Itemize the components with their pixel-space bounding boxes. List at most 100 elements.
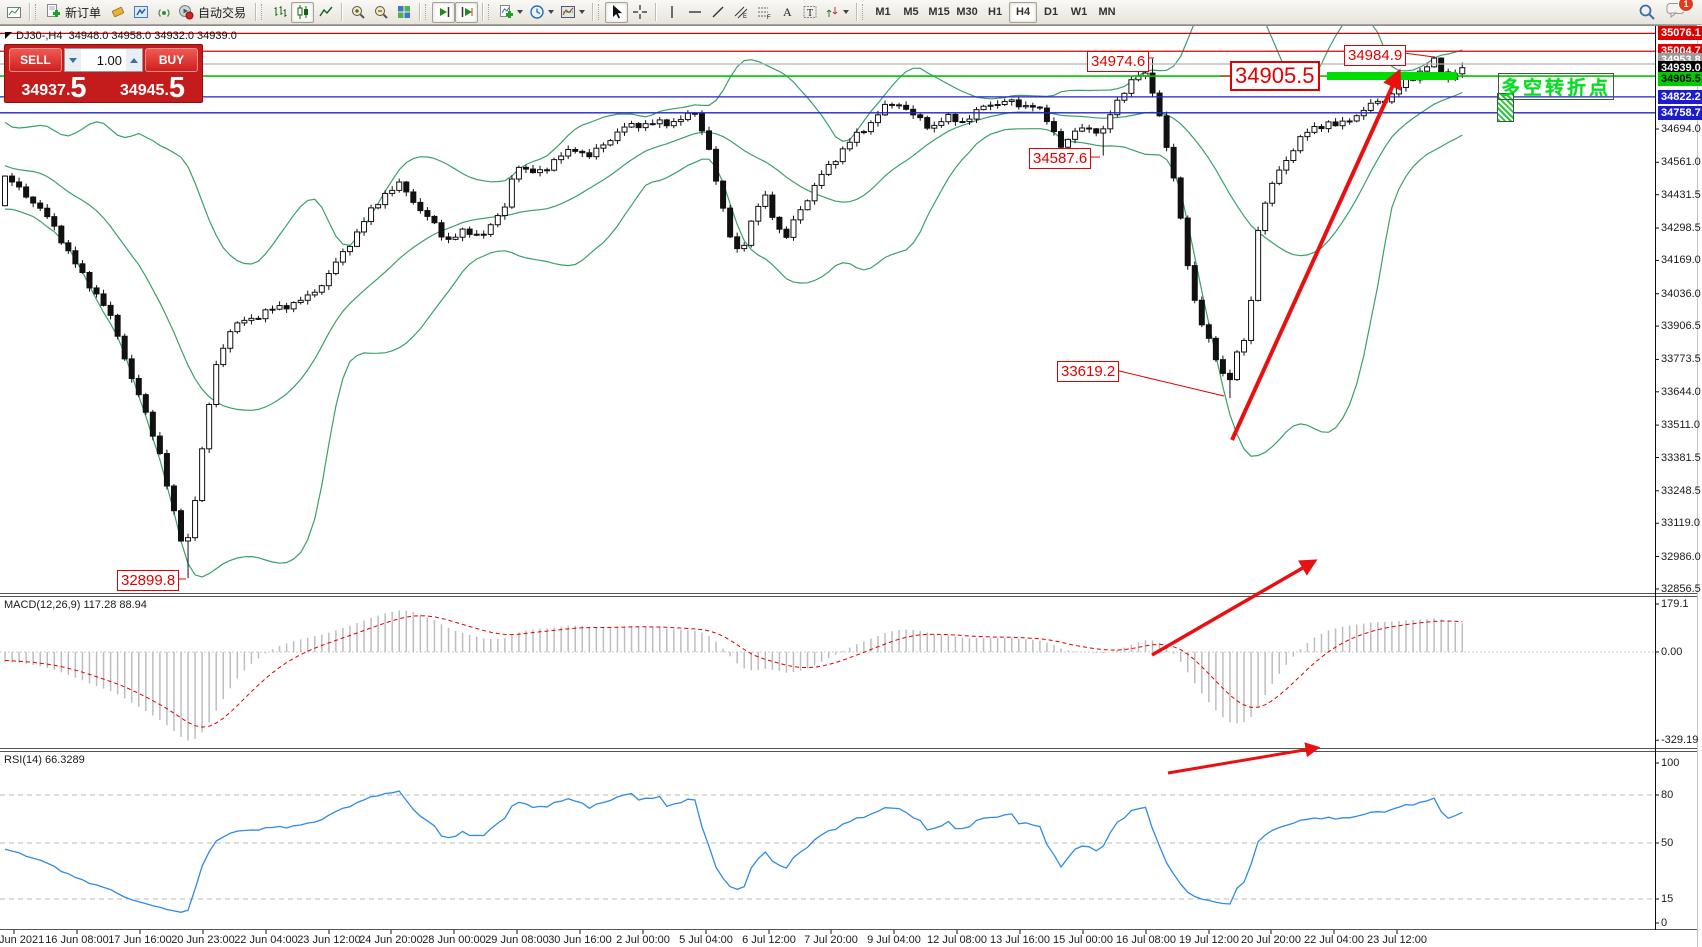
time-axis-label[interactable]: 9 Jul 04:00 xyxy=(867,934,921,946)
macd-axis-tick: 0.00 xyxy=(1661,646,1683,658)
time-axis-label[interactable]: 2 Jul 00:00 xyxy=(616,934,670,946)
time-axis-label[interactable]: 20 Jul 20:00 xyxy=(1241,934,1301,946)
price-axis-tick[interactable]: 33644.0 xyxy=(1661,385,1701,398)
price-badge: 35076.1 xyxy=(1658,26,1702,41)
time-axis-label[interactable]: 17 Jun 16:00 xyxy=(108,934,172,946)
time-axis-label[interactable]: 6 Jul 12:00 xyxy=(742,934,796,946)
text-label-tool-button[interactable]: T xyxy=(798,2,821,23)
time-axis-label[interactable]: 28 Jun 00:00 xyxy=(422,934,486,946)
zoom-in-button[interactable] xyxy=(346,2,369,23)
line-chart-mode-button[interactable] xyxy=(314,2,337,23)
price-axis-tick[interactable]: 33511.0 xyxy=(1661,419,1700,432)
crosshair-tool-button[interactable] xyxy=(628,2,651,23)
periods-button[interactable] xyxy=(526,2,557,23)
price-axis-tick[interactable]: 33119.0 xyxy=(1661,517,1700,530)
time-axis-label[interactable]: 30 Jun 16:00 xyxy=(548,934,612,946)
bar-chart-icon xyxy=(274,6,287,17)
timeframe-M1[interactable]: M1 xyxy=(875,6,891,18)
fibonacci-tool-button[interactable]: F xyxy=(752,2,775,23)
time-axis-label[interactable]: 15 Jul 00:00 xyxy=(1053,934,1113,946)
timeframe-MN[interactable]: MN xyxy=(1098,6,1116,18)
market-watch-button[interactable] xyxy=(129,2,152,23)
auto-scroll-button[interactable] xyxy=(432,1,456,23)
price-axis-tick[interactable]: 33381.5 xyxy=(1661,451,1701,464)
time-axis-label[interactable]: 7 Jul 20:00 xyxy=(804,934,858,946)
indicators-button[interactable] xyxy=(495,2,526,23)
text-tool-button[interactable]: A xyxy=(775,2,798,23)
signal-button[interactable] xyxy=(152,2,175,23)
svg-text:E: E xyxy=(743,14,747,20)
time-axis-label[interactable]: 16 Jul 08:00 xyxy=(1116,934,1176,946)
zoom-out-button[interactable] xyxy=(369,2,392,23)
price-axis-tick[interactable]: 33773.5 xyxy=(1661,353,1701,366)
price-axis-tick[interactable]: 34298.5 xyxy=(1661,221,1701,234)
trendline-tool-button[interactable] xyxy=(706,2,729,23)
bar-chart-mode-button[interactable] xyxy=(268,2,291,23)
templates-button[interactable] xyxy=(557,2,588,23)
time-axis-label[interactable]: 12 Jul 08:00 xyxy=(927,934,987,946)
price-axis-tick[interactable]: 34561.0 xyxy=(1661,156,1701,169)
time-axis-label[interactable]: 13 Jul 16:00 xyxy=(990,934,1050,946)
eraser-button[interactable] xyxy=(106,2,129,23)
candlestick-mode-button[interactable] xyxy=(291,1,315,23)
price-axis-tick[interactable]: 34694.0 xyxy=(1661,123,1701,135)
time-axis-label[interactable]: 16 Jun 08:00 xyxy=(45,934,109,946)
cursor-tool-button[interactable] xyxy=(605,1,629,23)
time-axis-label[interactable]: 23 Jun 12:00 xyxy=(297,934,361,946)
price-axis-tick[interactable]: 32986.0 xyxy=(1661,550,1701,563)
arrows-tool-button[interactable] xyxy=(821,2,852,23)
time-axis-label[interactable]: 20 Jun 23:00 xyxy=(171,934,235,946)
vertical-line-tool-button[interactable] xyxy=(660,2,683,23)
timeframe-D1[interactable]: D1 xyxy=(1044,6,1059,18)
crosshair-icon xyxy=(632,5,647,19)
price-axis-tick[interactable]: 33248.5 xyxy=(1661,484,1701,497)
chart-shift-button[interactable] xyxy=(455,1,479,23)
timeframe-W1[interactable]: W1 xyxy=(1070,6,1088,18)
templates-dropdown-caret xyxy=(579,10,586,14)
price-axis-tick[interactable]: 34431.5 xyxy=(1661,188,1701,201)
price-axis-tick[interactable]: 33906.5 xyxy=(1661,320,1701,333)
sell-button[interactable]: SELL xyxy=(9,48,62,72)
time-axis-label[interactable]: 24 Jun 20:00 xyxy=(359,934,423,946)
time-axis-label[interactable]: 5 Jul 04:00 xyxy=(679,934,733,946)
macd-indicator-label: MACD(12,26,9) 117.28 88.94 xyxy=(4,599,147,611)
time-axis-label[interactable]: 15 Jun 2021 xyxy=(0,934,45,946)
price-badge: 34905.5 xyxy=(1658,72,1702,87)
hatched-flag-object xyxy=(1497,93,1514,122)
time-axis-label[interactable]: 22 Jul 04:00 xyxy=(1304,934,1364,946)
volume-decrease-button[interactable] xyxy=(65,49,81,71)
search-icon[interactable] xyxy=(1638,3,1656,21)
notifications-button[interactable]: 1 xyxy=(1666,0,1694,23)
text-label-icon: T xyxy=(803,6,817,19)
new-chart-icon xyxy=(6,7,21,18)
arrows-icon xyxy=(826,7,838,17)
new-order-button[interactable]: 新订单 xyxy=(42,2,106,23)
one-click-collapse-toggle[interactable] xyxy=(5,32,12,39)
timeframe-M30[interactable]: M30 xyxy=(956,6,978,18)
chart-shift-icon xyxy=(461,7,473,17)
time-axis-label[interactable]: 22 Jun 04:00 xyxy=(234,934,298,946)
price-badge: 34758.7 xyxy=(1658,105,1702,120)
timeframe-M15[interactable]: M15 xyxy=(928,6,950,18)
buy-button[interactable]: BUY xyxy=(145,48,198,72)
price-axis-tick[interactable]: 34036.0 xyxy=(1661,287,1701,300)
periods-dropdown-caret xyxy=(548,10,555,14)
volume-increase-button[interactable] xyxy=(126,49,142,71)
rsi-axis-tick: 0 xyxy=(1661,917,1668,929)
price-axis-tick[interactable]: 34169.0 xyxy=(1661,254,1701,267)
time-axis-label[interactable]: 29 Jun 08:00 xyxy=(485,934,549,946)
time-axis-label[interactable]: 19 Jul 12:00 xyxy=(1179,934,1239,946)
autotrading-button[interactable]: 自动交易 xyxy=(175,2,251,23)
volume-input[interactable]: 1.00 xyxy=(96,52,122,68)
time-axis-label[interactable]: 23 Jul 12:00 xyxy=(1367,934,1427,946)
timeframe-H4[interactable]: H4 xyxy=(1009,1,1038,23)
horizontal-line-tool-button[interactable] xyxy=(683,2,706,23)
timeframe-M5[interactable]: M5 xyxy=(903,6,919,18)
equidistant-channel-tool-button[interactable]: E xyxy=(729,2,752,23)
timeframe-H1[interactable]: H1 xyxy=(988,6,1003,18)
tile-windows-button[interactable] xyxy=(392,2,415,23)
svg-text:A: A xyxy=(783,5,792,19)
price-axis-tick[interactable]: 32856.5 xyxy=(1661,582,1701,595)
new-chart-button[interactable] xyxy=(2,2,25,23)
